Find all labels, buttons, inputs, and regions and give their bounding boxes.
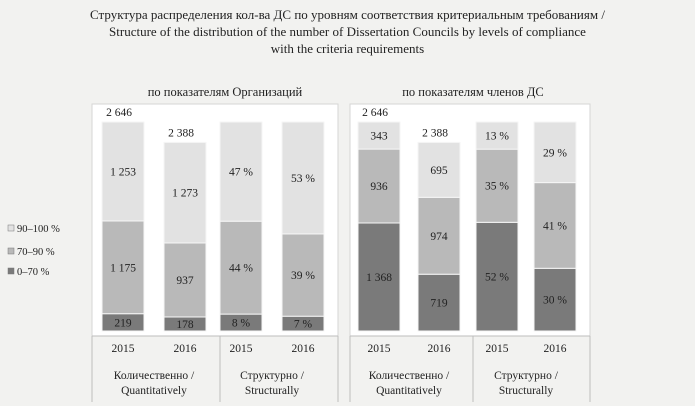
- x-tick-label: 2016: [428, 343, 451, 355]
- group-label: Структурно /: [494, 370, 559, 382]
- bar-segment: [357, 121, 401, 150]
- legend-swatch: [7, 224, 15, 232]
- data-label: 937: [176, 275, 194, 287]
- data-label: 1 368: [366, 272, 392, 284]
- bar-total-label: 2 388: [422, 127, 448, 139]
- panel-title: по показателям членов ДС: [402, 85, 544, 99]
- chart-title-line3: with the criteria requirements: [270, 41, 425, 56]
- chart-title-line1: Структура распределения кол-ва ДС по уро…: [90, 7, 605, 22]
- data-label: 52 %: [485, 272, 509, 284]
- bar-segment: [101, 220, 145, 315]
- bar-total-label: 2 646: [362, 107, 388, 119]
- group-label: Количественно /: [114, 370, 195, 382]
- bar-total-label: 2 646: [106, 107, 132, 119]
- bar-total-label: 2 388: [168, 127, 194, 139]
- data-label: 219: [114, 317, 132, 329]
- data-label: 44 %: [229, 263, 253, 275]
- bar-segment: [475, 148, 519, 223]
- bar-segment: [417, 196, 461, 275]
- chart-title: Структура распределения кол-ва ДС по уро…: [0, 6, 695, 57]
- data-label: 1 253: [110, 166, 136, 178]
- x-tick-label: 2015: [368, 343, 391, 355]
- data-label: 53 %: [291, 173, 315, 185]
- group-label: Количественно /: [369, 370, 450, 382]
- bar-segment: [101, 121, 145, 222]
- panel-title: по показателям Организаций: [148, 85, 303, 99]
- data-label: 7 %: [294, 319, 313, 331]
- data-label: 974: [430, 231, 448, 243]
- legend-swatch: [7, 247, 15, 255]
- bar-segment: [219, 121, 263, 222]
- group-label: Структурно /: [240, 370, 305, 382]
- legend-label: 90–100 %: [17, 224, 60, 235]
- x-tick-label: 2015: [486, 343, 509, 355]
- x-tick-label: 2015: [112, 343, 135, 355]
- data-label: 41 %: [543, 220, 567, 232]
- bar-segment: [475, 221, 519, 332]
- bar-segment: [281, 233, 325, 317]
- data-label: 47 %: [229, 167, 253, 179]
- bar-segment: [219, 220, 263, 315]
- bar-segment: [417, 141, 461, 198]
- group-label: Quantitatively: [376, 385, 442, 397]
- bar-segment: [533, 121, 577, 184]
- bar-segment: [533, 267, 577, 332]
- data-label: 719: [430, 298, 448, 310]
- legend-swatch: [7, 267, 15, 275]
- data-label: 1 273: [172, 188, 198, 200]
- legend-label: 70–90 %: [17, 247, 55, 258]
- data-label: 35 %: [485, 181, 509, 193]
- x-tick-label: 2015: [230, 343, 253, 355]
- data-label: 8 %: [232, 318, 251, 330]
- data-label: 936: [370, 181, 388, 193]
- data-label: 343: [370, 131, 388, 143]
- data-label: 29 %: [543, 147, 567, 159]
- data-label: 39 %: [291, 270, 315, 282]
- bar-segment: [475, 121, 519, 150]
- chart-title-line2: Structure of the distribution of the num…: [109, 24, 586, 39]
- x-tick-label: 2016: [544, 343, 567, 355]
- x-tick-label: 2016: [292, 343, 315, 355]
- data-label: 1 175: [110, 262, 136, 274]
- x-tick-label: 2016: [174, 343, 197, 355]
- bar-segment: [163, 242, 207, 318]
- data-label: 30 %: [543, 295, 567, 307]
- data-label: 178: [176, 319, 194, 331]
- bar-segment: [281, 121, 325, 235]
- group-label: Structurally: [245, 385, 300, 397]
- legend-label: 0–70 %: [17, 267, 50, 278]
- bar-segment: [533, 182, 577, 269]
- data-label: 13 %: [485, 131, 509, 143]
- bar-segment: [417, 273, 461, 332]
- data-label: 695: [430, 165, 448, 177]
- group-label: Structurally: [499, 385, 554, 397]
- group-label: Quantitatively: [121, 385, 187, 397]
- bar-segment: [163, 141, 207, 244]
